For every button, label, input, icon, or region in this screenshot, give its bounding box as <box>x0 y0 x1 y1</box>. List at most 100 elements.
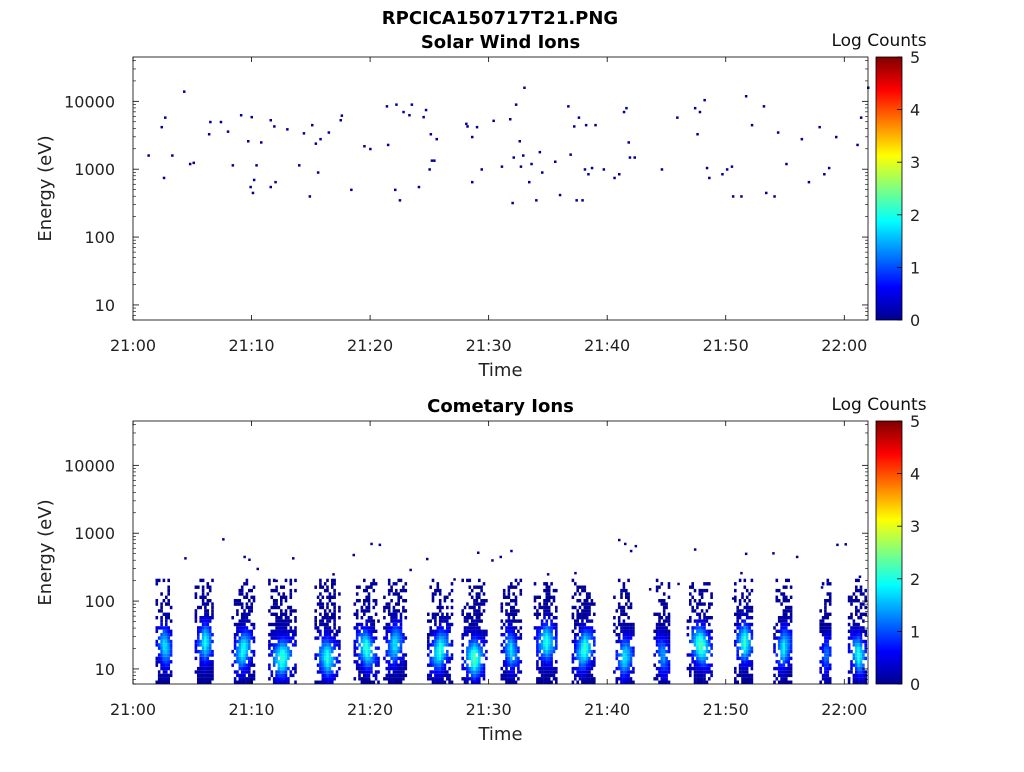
burst-cell <box>736 653 739 657</box>
burst-cell <box>750 663 754 667</box>
burst-cell <box>620 629 623 633</box>
burst-cell <box>787 673 790 678</box>
burst-cell <box>700 595 704 599</box>
burst-cell <box>461 609 464 613</box>
burst-cell <box>826 633 830 637</box>
burst-cell <box>233 646 237 650</box>
burst-cell <box>736 680 739 684</box>
burst-cell <box>284 629 288 633</box>
burst-cell <box>736 619 739 623</box>
burst-cell <box>282 636 285 640</box>
burst-cell <box>705 629 709 633</box>
burst-cell <box>280 612 283 616</box>
burst-cell <box>326 670 329 674</box>
burst-cell <box>248 677 251 681</box>
burst-cell <box>545 588 549 593</box>
burst-cell <box>250 677 253 681</box>
burst-cell <box>482 653 486 657</box>
burst-cell <box>514 585 518 589</box>
burst-cell <box>436 643 440 647</box>
burst-cell <box>510 609 513 613</box>
burst-cell <box>450 582 454 586</box>
burst-cell <box>857 680 860 684</box>
count-point-98 <box>676 116 679 119</box>
burst-cell <box>734 622 737 627</box>
colorbar-gradient <box>875 420 903 685</box>
burst-cell <box>777 643 781 647</box>
burst-cell <box>787 656 790 661</box>
burst-cell <box>466 633 469 637</box>
burst-cell <box>507 677 511 681</box>
burst-cell <box>780 643 783 647</box>
burst-cell <box>622 609 626 613</box>
burst-cell <box>323 646 327 650</box>
burst-cell <box>847 616 851 620</box>
data-layer <box>147 86 870 205</box>
burst-cell <box>588 602 591 606</box>
burst-cell <box>438 633 442 637</box>
y-tick-label: 10 <box>95 296 115 315</box>
burst-cell <box>519 578 523 583</box>
burst-cell <box>540 663 544 667</box>
burst-cell <box>323 582 327 586</box>
burst-cell <box>245 653 249 657</box>
burst-cell <box>514 602 518 606</box>
burst-cell <box>485 656 488 661</box>
burst-cell <box>585 656 589 661</box>
count-point-15 <box>491 559 494 562</box>
burst-cell <box>738 609 742 613</box>
burst-cell <box>745 616 749 620</box>
burst-cell <box>363 578 366 583</box>
burst-cell <box>662 592 666 596</box>
burst-cell <box>333 609 336 613</box>
burst-cell <box>319 663 322 667</box>
burst-cell <box>571 653 575 657</box>
burst-cell <box>475 592 479 596</box>
burst-cell <box>319 602 322 606</box>
burst-cell <box>377 663 380 667</box>
burst-cell <box>466 677 469 681</box>
burst-cell <box>543 609 546 613</box>
burst-cell <box>581 649 584 654</box>
burst-cell <box>404 582 408 586</box>
burst-cell <box>782 592 786 596</box>
burst-cell <box>360 666 364 671</box>
burst-cell <box>275 599 278 603</box>
burst-cell <box>319 653 322 657</box>
count-point-55 <box>465 122 468 126</box>
burst-cell <box>700 633 704 637</box>
burst-cell <box>197 639 200 644</box>
burst-cell <box>280 633 283 637</box>
burst-cell <box>431 639 435 644</box>
burst-cell <box>574 643 577 647</box>
burst-cell <box>782 653 786 657</box>
burst-cell <box>478 643 481 647</box>
burst-cell <box>480 670 483 674</box>
burst-cell <box>470 629 474 633</box>
burst-cell <box>294 663 297 667</box>
burst-cell <box>167 588 170 593</box>
burst-cell <box>270 670 274 674</box>
burst-cell <box>240 588 244 593</box>
burst-cell <box>233 670 237 674</box>
burst-cell <box>245 626 249 630</box>
burst-cell <box>399 619 403 623</box>
burst-cell <box>252 663 256 667</box>
burst-cell <box>780 639 783 644</box>
burst-cell <box>536 660 539 664</box>
burst-cell <box>478 636 481 640</box>
count-point-26 <box>298 164 301 167</box>
count-point-81 <box>577 116 581 119</box>
burst-cell <box>543 588 546 593</box>
burst-cell <box>780 626 783 630</box>
burst-cell <box>201 649 205 654</box>
burst-cell <box>160 656 163 661</box>
burst-cell <box>748 599 751 603</box>
burst-cell <box>397 639 400 644</box>
burst-cell <box>708 677 711 681</box>
burst-cell <box>510 653 513 657</box>
burst-cell <box>578 653 582 657</box>
burst-cell <box>383 677 386 681</box>
